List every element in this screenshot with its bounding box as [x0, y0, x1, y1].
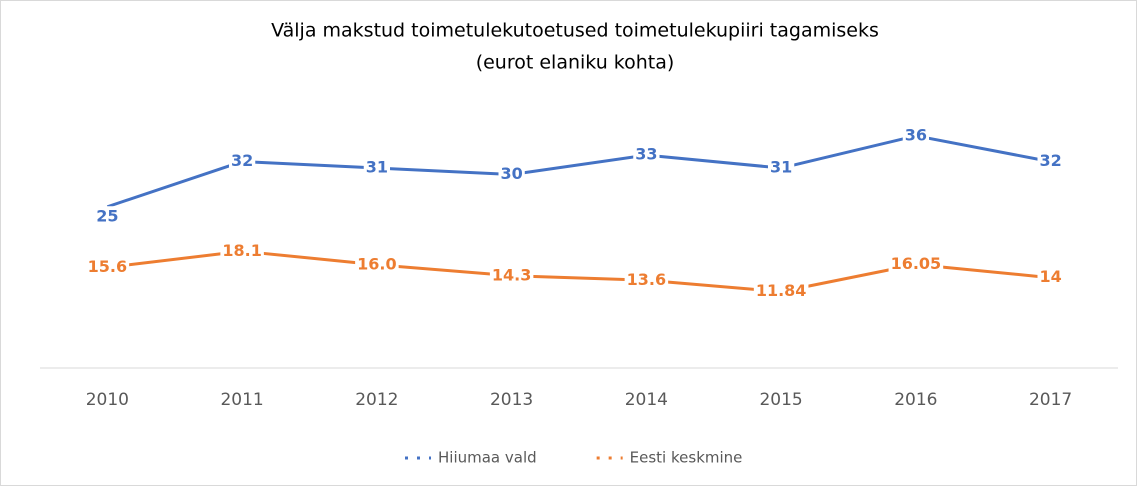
data-label-bg — [85, 256, 130, 276]
data-label: 32 — [231, 151, 253, 170]
chart-title: Välja makstud toimetulekutoetused toimet… — [271, 20, 879, 42]
data-label: 14.3 — [492, 265, 531, 284]
x-tick-label: 2015 — [759, 390, 802, 410]
data-label-bg — [220, 240, 264, 260]
data-label: 30 — [500, 164, 522, 183]
data-label: 16.05 — [891, 254, 942, 273]
data-label: 31 — [770, 158, 792, 177]
data-label: 15.6 — [88, 257, 127, 276]
data-label: 16.0 — [357, 254, 396, 273]
x-tick-label: 2016 — [894, 390, 937, 410]
data-label-bg — [1037, 267, 1064, 287]
x-tick-label: 2014 — [625, 390, 668, 410]
data-label-bg — [355, 254, 399, 274]
data-label: 31 — [366, 158, 388, 177]
x-tick-label: 2011 — [220, 390, 263, 410]
data-label-bg — [902, 125, 930, 145]
x-tick-label: 2013 — [490, 390, 533, 410]
data-label-bg — [498, 164, 525, 183]
data-label-bg — [363, 157, 391, 177]
data-label-bg — [94, 206, 121, 226]
x-tick-label: 2017 — [1029, 390, 1072, 410]
data-label: 36 — [905, 125, 927, 144]
data-label: 33 — [635, 145, 657, 164]
series-line — [106, 134, 1051, 209]
legend-label: Hiiumaa vald — [438, 449, 537, 467]
data-label-bg — [228, 151, 256, 171]
data-label: 32 — [1039, 151, 1061, 170]
data-label: 13.6 — [627, 270, 666, 289]
x-tick-label: 2010 — [86, 390, 129, 410]
data-label: 25 — [96, 206, 118, 225]
data-label-bg — [753, 281, 809, 301]
data-label: 14 — [1039, 267, 1061, 286]
data-label-bg — [489, 265, 534, 285]
data-label-bg — [888, 253, 944, 273]
data-label-bg — [1037, 151, 1064, 171]
data-label: 11.84 — [756, 281, 807, 300]
data-label-bg — [633, 144, 660, 164]
data-label-bg — [767, 157, 795, 177]
data-label: 18.1 — [222, 241, 261, 260]
data-label-bg — [624, 269, 669, 289]
chart-subtitle: (eurot elaniku kohta) — [476, 52, 675, 74]
legend-label: Eesti keskmine — [630, 449, 743, 467]
x-tick-label: 2012 — [355, 390, 398, 410]
